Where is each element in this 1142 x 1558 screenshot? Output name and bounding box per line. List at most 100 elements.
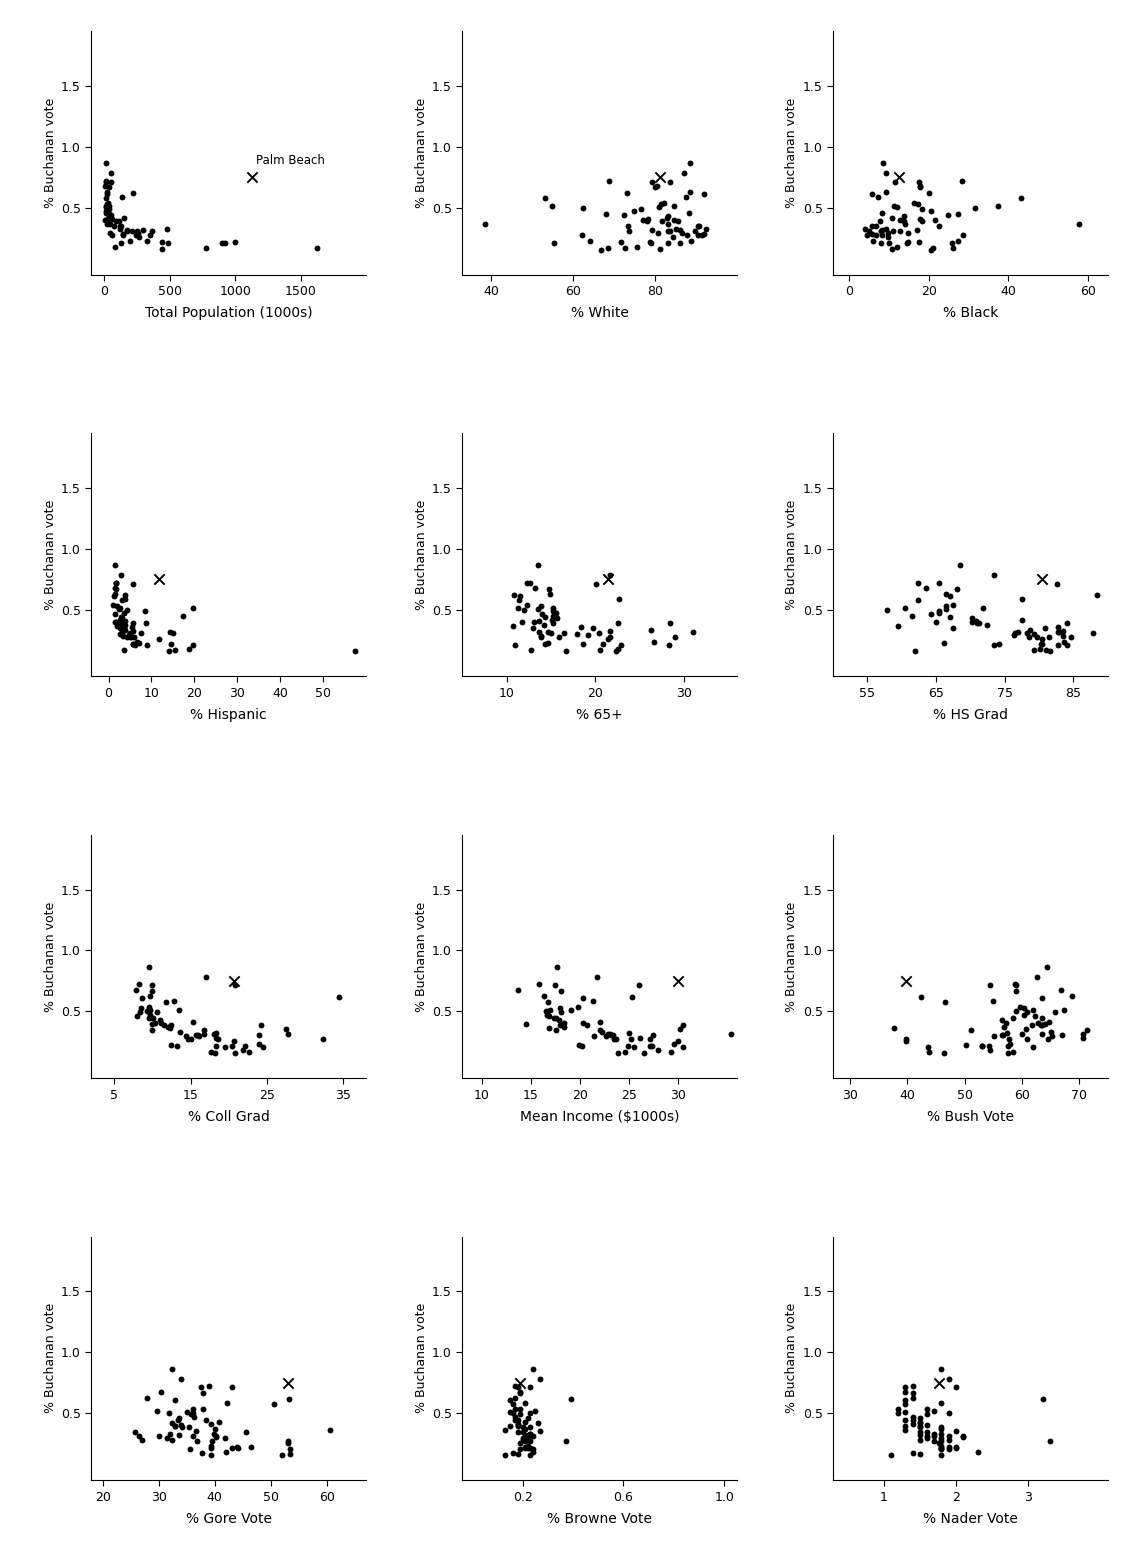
Point <box>573 195 592 220</box>
Point <box>100 196 119 221</box>
Point <box>516 1390 534 1415</box>
Point <box>184 1424 202 1449</box>
Point <box>925 1421 943 1446</box>
Point <box>250 1022 268 1047</box>
Point <box>629 972 648 997</box>
Point <box>947 1435 965 1460</box>
Point <box>150 626 168 651</box>
Point <box>665 224 683 249</box>
Point <box>1037 637 1055 662</box>
Point <box>108 594 127 619</box>
Point <box>151 1008 169 1033</box>
Point <box>120 622 138 647</box>
Point <box>932 1426 950 1450</box>
Point <box>208 1025 226 1050</box>
Point <box>1057 633 1076 657</box>
Point <box>630 1025 649 1050</box>
Point <box>218 1390 236 1415</box>
Point <box>121 229 139 254</box>
Point <box>880 231 899 256</box>
Point <box>1018 620 1036 645</box>
Point <box>995 1014 1013 1039</box>
Point <box>241 1435 259 1460</box>
Point <box>251 1013 270 1038</box>
Point <box>140 1002 159 1027</box>
Point <box>569 622 587 647</box>
Point <box>920 1039 939 1064</box>
Point <box>940 1435 958 1460</box>
Point <box>573 1033 592 1058</box>
Point <box>573 986 592 1011</box>
Point <box>531 1418 549 1443</box>
Point <box>97 195 115 220</box>
Point <box>578 1013 596 1038</box>
Point <box>923 237 941 262</box>
Point <box>169 1408 187 1433</box>
Point <box>932 1443 950 1468</box>
Point <box>539 1016 557 1041</box>
Point <box>206 1416 224 1441</box>
Point <box>510 1402 529 1427</box>
Point <box>329 985 347 1010</box>
Point <box>944 592 963 617</box>
Point <box>941 605 959 629</box>
Point <box>601 1020 619 1045</box>
Point <box>580 229 598 254</box>
Point <box>118 218 136 243</box>
Point <box>1055 629 1073 654</box>
Point <box>160 639 178 664</box>
Point <box>160 1401 178 1426</box>
Point <box>1059 611 1077 636</box>
Point <box>228 1435 247 1460</box>
Point <box>886 170 904 195</box>
Point <box>918 1398 936 1422</box>
Point <box>1018 1027 1036 1052</box>
Point <box>605 1027 624 1052</box>
Point <box>164 988 183 1013</box>
Point <box>110 209 128 234</box>
X-axis label: % Nader Vote: % Nader Vote <box>923 1511 1018 1525</box>
Point <box>589 620 608 645</box>
Point <box>100 193 119 218</box>
Point <box>947 1435 965 1460</box>
Point <box>98 182 116 207</box>
Point <box>534 983 553 1008</box>
Point <box>200 1374 218 1399</box>
Point <box>573 1010 592 1035</box>
Point <box>279 1430 297 1455</box>
Point <box>185 1404 203 1429</box>
Point <box>903 1380 922 1405</box>
Point <box>106 609 124 634</box>
Y-axis label: % Buchanan vote: % Buchanan vote <box>43 500 57 609</box>
Point <box>918 1413 936 1438</box>
Point <box>206 1041 224 1066</box>
Point <box>98 179 116 204</box>
Point <box>932 1415 950 1440</box>
Point <box>115 637 134 662</box>
Point <box>997 1010 1015 1035</box>
Point <box>910 1422 928 1447</box>
Point <box>96 207 114 232</box>
Point <box>518 1405 537 1430</box>
Point <box>1070 212 1088 237</box>
Point <box>99 204 118 229</box>
Point <box>518 1435 537 1460</box>
Point <box>600 1022 618 1047</box>
Point <box>97 170 115 195</box>
Point <box>562 997 580 1022</box>
Point <box>660 170 678 195</box>
Point <box>111 622 129 647</box>
Point <box>540 997 558 1022</box>
Point <box>510 584 529 609</box>
Point <box>508 1419 526 1444</box>
Point <box>508 1374 526 1399</box>
Point <box>518 1424 537 1449</box>
Y-axis label: % Buchanan vote: % Buchanan vote <box>43 1302 57 1413</box>
Point <box>896 1028 915 1053</box>
Point <box>1032 1020 1051 1045</box>
Point <box>925 1399 943 1424</box>
Point <box>1037 955 1055 980</box>
Point <box>226 972 244 997</box>
Point <box>641 1027 659 1052</box>
Point <box>917 575 935 600</box>
